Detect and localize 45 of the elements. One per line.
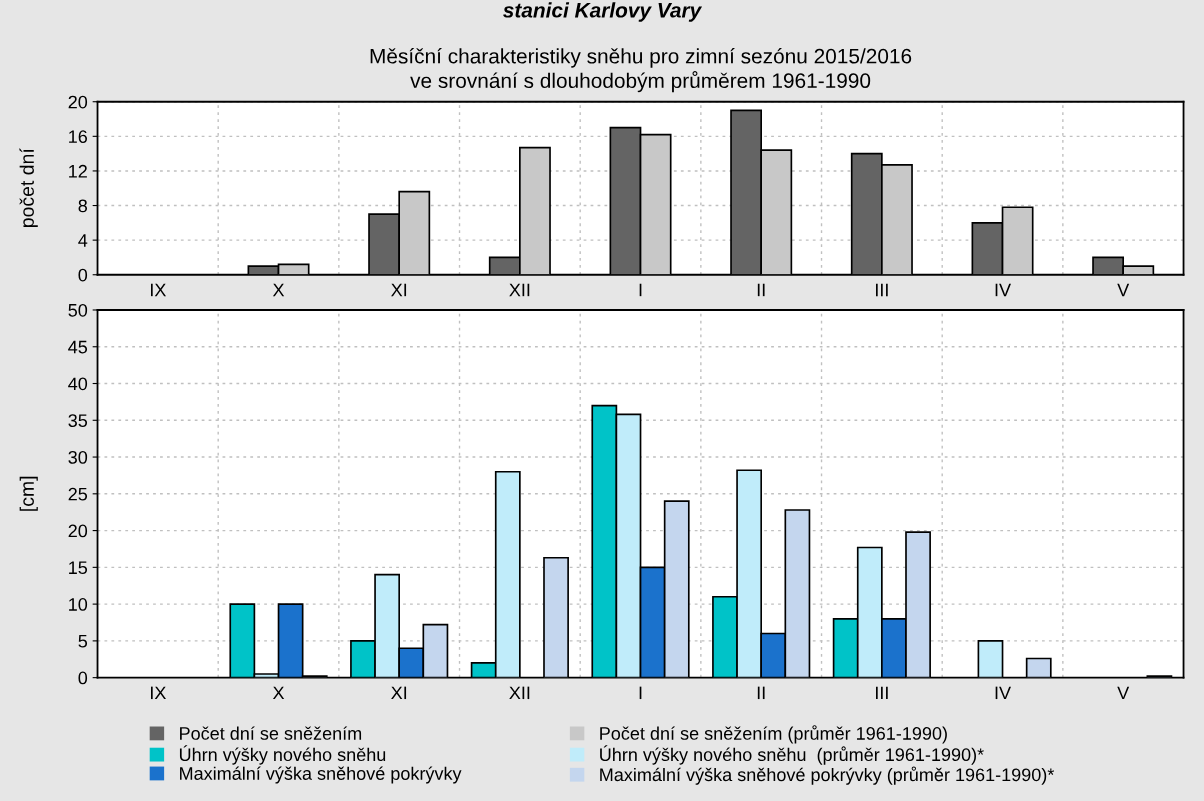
y-tick-label: 40	[68, 377, 88, 391]
legend-label: Maximální výška sněhové pokrývky (průměr 1961-1990)*	[600, 766, 1055, 785]
x-tick-label: IX	[151, 686, 167, 700]
y-axis-title: počet dní	[19, 148, 38, 227]
y-tick-label: 0	[78, 268, 88, 282]
x-tick-label: II	[757, 686, 765, 700]
y-tick-label: 12	[69, 164, 87, 178]
y-tick-label: 5	[78, 635, 88, 648]
y-tick-label: 15	[69, 561, 88, 575]
x-tick-label: XI	[391, 283, 407, 297]
legend-label: Úhrn výšky nového sněhu	[179, 745, 386, 765]
legend-label: Počet dní se sněžením (průměr 1961-1990)	[600, 725, 947, 744]
text: stanici Karlovy Vary	[503, 2, 703, 22]
y-tick-label: 45	[68, 340, 88, 354]
x-tick-label: III	[876, 686, 888, 700]
x-tick-label: II	[757, 283, 765, 297]
x-tick-label: IX	[151, 283, 167, 297]
y-tick-label: 25	[68, 487, 88, 501]
legend-label: Maximální výška sněhové pokrývky	[180, 766, 462, 784]
y-tick-label: 0	[78, 671, 88, 685]
y-tick-label: 35	[68, 414, 88, 427]
legend-label: Počet dní se sněžením	[180, 726, 362, 740]
y-tick-label: 10	[69, 598, 88, 611]
x-tick-label: V	[1117, 686, 1130, 700]
x-tick-label: I	[639, 283, 642, 297]
x-tick-label: XI	[391, 686, 407, 700]
y-tick-label: 50	[68, 303, 88, 317]
x-tick-label: XII	[509, 283, 530, 297]
legend-label: Úhrn výšky nového sněhu (průměr 1961-1990)*	[600, 745, 984, 765]
x-tick-label: X	[272, 686, 285, 700]
y-tick-label: 30	[68, 450, 88, 464]
x-tick-label: IV	[995, 686, 1011, 700]
y-tick-label: 4	[78, 234, 88, 247]
x-tick-label: XII	[509, 686, 530, 700]
chart-title: Měsíční charakteristiky sněhu pro zimní sezónu 2015/2016 ve srovnání s dlouhodobým průměrem 1961-1990	[370, 48, 912, 93]
y-axis-title: [cm]	[19, 476, 38, 511]
x-tick-label: X	[272, 283, 285, 297]
y-tick-label: 20	[68, 95, 88, 109]
x-tick-label: I	[639, 686, 642, 700]
y-tick-label: 16	[69, 130, 88, 144]
x-tick-label: V	[1117, 283, 1130, 297]
y-tick-label: 8	[78, 199, 88, 213]
y-tick-label: 20	[68, 524, 88, 538]
x-tick-label: III	[876, 283, 888, 297]
x-tick-label: IV	[995, 283, 1011, 297]
